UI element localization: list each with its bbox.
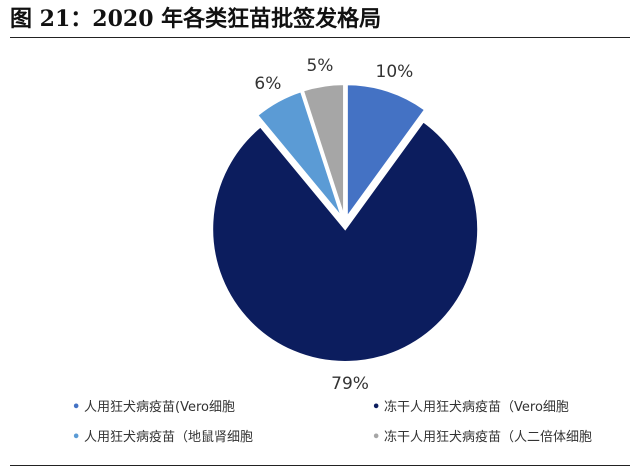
- legend-bullet-3: •: [72, 430, 81, 445]
- pie-label-4: 5%: [306, 56, 333, 76]
- legend-label-2: 冻干人用狂犬病疫苗（Vero细胞: [384, 400, 569, 415]
- pie-slice-3: [255, 89, 344, 219]
- legend-bullet-4: •: [372, 430, 381, 445]
- legend: • 人用狂犬病疫苗(Vero细胞 • 冻干人用狂犬病疫苗（Vero细胞 • 人用狂犬病…: [72, 392, 632, 462]
- chart-title: 图 21：2020 年各类狂苗批签发格局: [10, 6, 382, 32]
- bottom-divider: [10, 465, 630, 466]
- legend-label-4: 冻干人用狂犬病疫苗（人二倍体细胞: [384, 430, 593, 445]
- pie-label-1: 10%: [376, 62, 414, 82]
- legend-item-1: • 人用狂犬病疫苗(Vero细胞: [72, 398, 235, 418]
- legend-bullet-2: •: [372, 400, 381, 415]
- legend-item-3: • 人用狂犬病疫苗（地鼠肾细胞: [72, 428, 253, 448]
- legend-item-2: • 冻干人用狂犬病疫苗（Vero细胞: [372, 398, 569, 418]
- pie-label-3: 6%: [254, 74, 281, 94]
- pie-slice-1: [345, 83, 427, 221]
- pie-slice-2: [211, 119, 480, 363]
- legend-bullet-1: •: [72, 400, 81, 415]
- legend-item-4: • 冻干人用狂犬病疫苗（人二倍体细胞: [372, 428, 592, 448]
- legend-label-3: 人用狂犬病疫苗（地鼠肾细胞: [84, 430, 254, 445]
- legend-label-1: 人用狂犬病疫苗(Vero细胞: [84, 400, 235, 415]
- pie-chart: 10% 79% 6% 5%: [211, 56, 480, 390]
- pie-slice-4: [301, 83, 346, 218]
- title-divider: [10, 37, 630, 38]
- pie-label-2: 79%: [331, 374, 369, 390]
